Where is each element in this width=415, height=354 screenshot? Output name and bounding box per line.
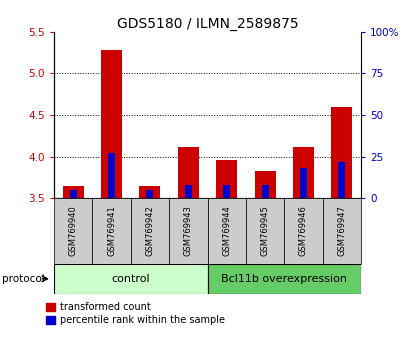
Bar: [93, 198, 131, 264]
Text: GSM769945: GSM769945: [261, 206, 270, 256]
Bar: [101, 50, 122, 198]
Text: control: control: [111, 274, 150, 284]
Bar: [178, 147, 199, 198]
Bar: [284, 198, 323, 264]
Text: protocol: protocol: [2, 274, 45, 284]
Text: GSM769940: GSM769940: [68, 206, 78, 256]
Legend: transformed count, percentile rank within the sample: transformed count, percentile rank withi…: [46, 302, 225, 325]
Bar: [63, 186, 84, 198]
Bar: [131, 198, 169, 264]
Bar: [331, 107, 352, 198]
Text: Bcl11b overexpression: Bcl11b overexpression: [221, 274, 347, 284]
Bar: [300, 168, 307, 198]
Bar: [338, 162, 345, 198]
Title: GDS5180 / ILMN_2589875: GDS5180 / ILMN_2589875: [117, 17, 298, 31]
Bar: [223, 185, 230, 198]
Bar: [246, 198, 284, 264]
Bar: [208, 198, 246, 264]
Bar: [185, 185, 192, 198]
Bar: [54, 198, 92, 264]
Bar: [54, 264, 208, 294]
Text: GSM769941: GSM769941: [107, 206, 116, 256]
Bar: [169, 198, 208, 264]
Text: GSM769946: GSM769946: [299, 206, 308, 256]
Text: GSM769944: GSM769944: [222, 206, 231, 256]
Bar: [323, 198, 361, 264]
Bar: [293, 147, 314, 198]
Text: GSM769942: GSM769942: [145, 206, 154, 256]
Bar: [261, 185, 269, 198]
Bar: [70, 190, 77, 198]
Text: GSM769947: GSM769947: [337, 206, 347, 256]
Bar: [108, 153, 115, 198]
Bar: [254, 171, 276, 198]
Bar: [216, 160, 237, 198]
Bar: [208, 264, 361, 294]
Bar: [139, 186, 161, 198]
Bar: [146, 190, 154, 198]
Text: GSM769943: GSM769943: [184, 206, 193, 256]
